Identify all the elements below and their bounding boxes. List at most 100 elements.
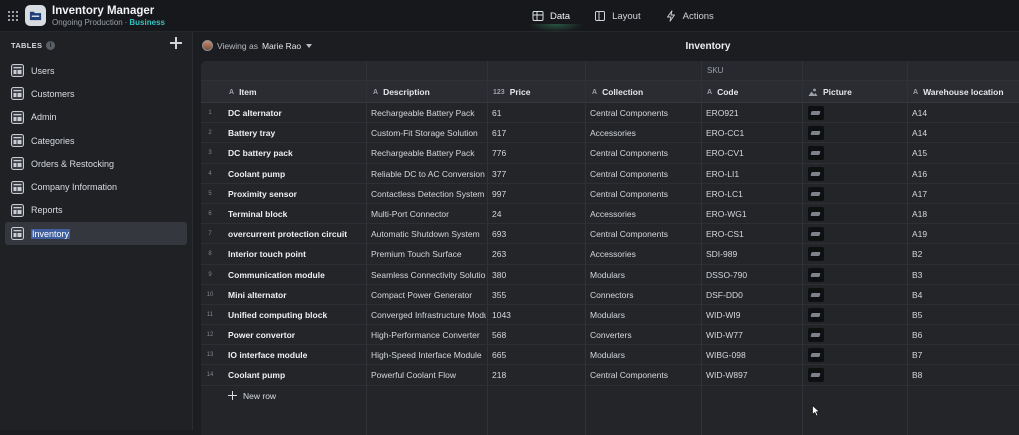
cell-item[interactable]: IO interface module [228, 350, 308, 361]
cell-price[interactable]: 568 [492, 330, 507, 341]
cell-description[interactable]: Multi-Port Connector [371, 208, 449, 219]
sidebar-item-orders-restocking[interactable]: Orders & Restocking [5, 152, 187, 175]
cell-collection[interactable]: Accessories [590, 128, 636, 139]
cell-item[interactable]: Coolant pump [228, 168, 286, 179]
tab-layout[interactable]: Layout [582, 0, 653, 32]
column-header-warehouse-location[interactable]: A Warehouse location [913, 81, 1004, 103]
cell-item[interactable]: Communication module [228, 269, 325, 280]
cell-item[interactable]: Unified computing block [228, 309, 328, 320]
cell-description[interactable]: Rechargeable Battery Pack [371, 108, 475, 118]
apps-grid-icon[interactable] [8, 11, 18, 21]
cell-item[interactable]: overcurrent protection circuit [228, 229, 348, 240]
table-row[interactable]: 4 Coolant pump Reliable DC to AC Conversio… [201, 164, 1019, 184]
table-row[interactable]: 11 Unified computing block Converged Infra… [201, 305, 1019, 326]
cell-description[interactable]: Rechargeable Battery Pack [371, 148, 475, 159]
product-thumbnail[interactable] [808, 206, 824, 221]
cell-description[interactable]: Seamless Connectivity Solution [371, 269, 486, 280]
product-thumbnail[interactable] [808, 267, 824, 282]
viewing-as-selector[interactable]: Viewing as Marie Rao [202, 40, 313, 51]
cell-price[interactable]: 380 [492, 269, 507, 280]
product-thumbnail[interactable] [808, 146, 824, 161]
cell-warehouse-location[interactable]: B5 [912, 309, 923, 320]
column-header-collection[interactable]: A Collection [592, 81, 643, 103]
cell-code[interactable]: DSSO-790 [706, 269, 748, 280]
cell-code[interactable]: WIBG-098 [706, 350, 746, 361]
cell-description[interactable]: Compact Power Generator [371, 289, 473, 300]
cell-code[interactable]: ERO-CV1 [706, 148, 744, 159]
tab-data[interactable]: Data [520, 0, 585, 32]
table-row[interactable]: 13 IO interface module High-Speed Interfac… [201, 345, 1019, 366]
cell-description[interactable]: Powerful Coolant Flow [371, 370, 457, 381]
cell-collection[interactable]: Accessories [590, 208, 636, 219]
cell-code[interactable]: DSF-DD0 [706, 289, 743, 300]
cell-price[interactable]: 997 [492, 188, 507, 199]
cell-item[interactable]: Terminal block [228, 208, 288, 219]
cell-warehouse-location[interactable]: B4 [912, 289, 923, 300]
cell-description[interactable]: High-Performance Converter [371, 330, 480, 341]
new-row-button[interactable]: New row [201, 386, 1019, 406]
cell-price[interactable]: 218 [492, 370, 507, 381]
cell-description[interactable]: Converged Infrastructure Module [371, 309, 486, 320]
table-row[interactable]: 8 Interior touch point Premium Touch Surfa… [201, 244, 1019, 265]
cell-item[interactable]: Interior touch point [228, 249, 306, 260]
tab-actions[interactable]: Actions [653, 0, 726, 32]
product-thumbnail[interactable] [808, 227, 824, 242]
cell-price[interactable]: 665 [492, 350, 507, 361]
cell-warehouse-location[interactable]: A14 [912, 108, 928, 118]
cell-collection[interactable]: Central Components [590, 229, 668, 240]
cell-description[interactable]: Reliable DC to AC Conversion [371, 168, 485, 179]
cell-code[interactable]: ERO-WG1 [706, 208, 747, 219]
cell-collection[interactable]: Modulars [590, 309, 625, 320]
cell-collection[interactable]: Modulars [590, 269, 625, 280]
cell-price[interactable]: 1043 [492, 309, 511, 320]
cell-collection[interactable]: Central Components [590, 370, 668, 381]
cell-description[interactable]: Contactless Detection System [371, 188, 485, 199]
product-thumbnail[interactable] [808, 307, 824, 322]
cell-warehouse-location[interactable]: A15 [912, 148, 928, 159]
cell-item[interactable]: Battery tray [228, 128, 276, 139]
sidebar-item-customers[interactable]: Customers [5, 82, 187, 105]
column-header-picture[interactable]: Picture [808, 81, 852, 103]
cell-code[interactable]: WID-WI9 [706, 309, 741, 320]
cell-code[interactable]: WID-W77 [706, 330, 743, 341]
cell-description[interactable]: Custom-Fit Storage Solution [371, 128, 478, 139]
cell-warehouse-location[interactable]: B3 [912, 269, 923, 280]
cell-description[interactable]: Premium Touch Surface [371, 249, 462, 260]
cell-code[interactable]: SDI-989 [706, 249, 738, 260]
product-thumbnail[interactable] [808, 368, 824, 383]
product-thumbnail[interactable] [808, 106, 824, 120]
cell-price[interactable]: 776 [492, 148, 507, 159]
table-row[interactable]: 12 Power convertor High-Performance Conver… [201, 325, 1019, 346]
column-header-item[interactable]: A Item [229, 81, 257, 103]
product-thumbnail[interactable] [808, 186, 824, 201]
cell-warehouse-location[interactable]: B8 [912, 370, 923, 381]
cell-collection[interactable]: Modulars [590, 350, 625, 361]
cell-warehouse-location[interactable]: B6 [912, 330, 923, 341]
cell-collection[interactable]: Central Components [590, 188, 668, 199]
product-thumbnail[interactable] [808, 328, 824, 343]
add-table-icon[interactable] [170, 37, 182, 49]
table-row[interactable]: 3 DC battery pack Rechargeable Battery Pac… [201, 143, 1019, 164]
sidebar-item-admin[interactable]: Admin [5, 106, 187, 129]
cell-item[interactable]: Coolant pump [228, 370, 286, 381]
cell-item[interactable]: DC battery pack [228, 148, 293, 159]
table-row[interactable]: 14 Coolant pump Powerful Coolant Flow 218 Ce… [201, 365, 1019, 386]
cell-code[interactable]: ERO-LC1 [706, 188, 743, 199]
table-row[interactable]: 7 overcurrent protection circuit Automatic… [201, 224, 1019, 245]
product-thumbnail[interactable] [808, 126, 824, 141]
cell-price[interactable]: 24 [492, 208, 502, 219]
sidebar-item-company-information[interactable]: Company Information [5, 175, 187, 198]
cell-price[interactable]: 355 [492, 289, 507, 300]
table-row[interactable]: 2 Battery tray Custom-Fit Storage Solution… [201, 123, 1019, 144]
info-icon[interactable]: i [46, 41, 56, 50]
product-thumbnail[interactable] [808, 166, 824, 181]
cell-collection[interactable]: Accessories [590, 249, 636, 260]
cell-price[interactable]: 61 [492, 108, 502, 118]
cell-price[interactable]: 617 [492, 128, 507, 139]
column-header-description[interactable]: A Description [373, 81, 430, 103]
cell-description[interactable]: Automatic Shutdown System [371, 229, 480, 240]
column-header-code[interactable]: A Code [707, 81, 738, 103]
cell-collection[interactable]: Central Components [590, 168, 668, 179]
cell-code[interactable]: ERO921 [706, 108, 739, 118]
table-row[interactable]: 6 Terminal block Multi-Port Connector 24 Acc… [201, 204, 1019, 225]
